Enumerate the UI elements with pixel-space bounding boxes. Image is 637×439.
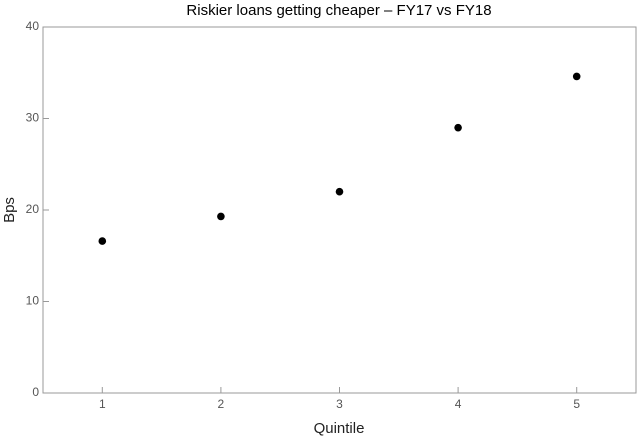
point <box>98 237 107 245</box>
point <box>572 72 581 81</box>
point <box>217 212 225 221</box>
plot-frame <box>42 26 637 394</box>
x-tick-label: 3 <box>336 397 343 411</box>
x-tick-label: 2 <box>218 397 225 411</box>
y-tick-label: 30 <box>26 111 40 125</box>
x-tick-label: 5 <box>573 397 580 411</box>
y-tick-label: 40 <box>26 19 40 33</box>
y-tick-label: 0 <box>32 385 39 399</box>
chart-title: Riskier loans getting cheaper – FY17 vs … <box>186 2 491 19</box>
y-tick-label: 10 <box>26 294 40 308</box>
point <box>454 123 462 132</box>
y-tick-label: 20 <box>26 202 40 216</box>
x-tick-label: 1 <box>99 397 106 411</box>
point <box>335 187 344 196</box>
x-axis-label: Quintile <box>314 420 365 437</box>
x-tick-label: 4 <box>455 397 462 411</box>
y-axis-label: Bps <box>1 197 18 223</box>
